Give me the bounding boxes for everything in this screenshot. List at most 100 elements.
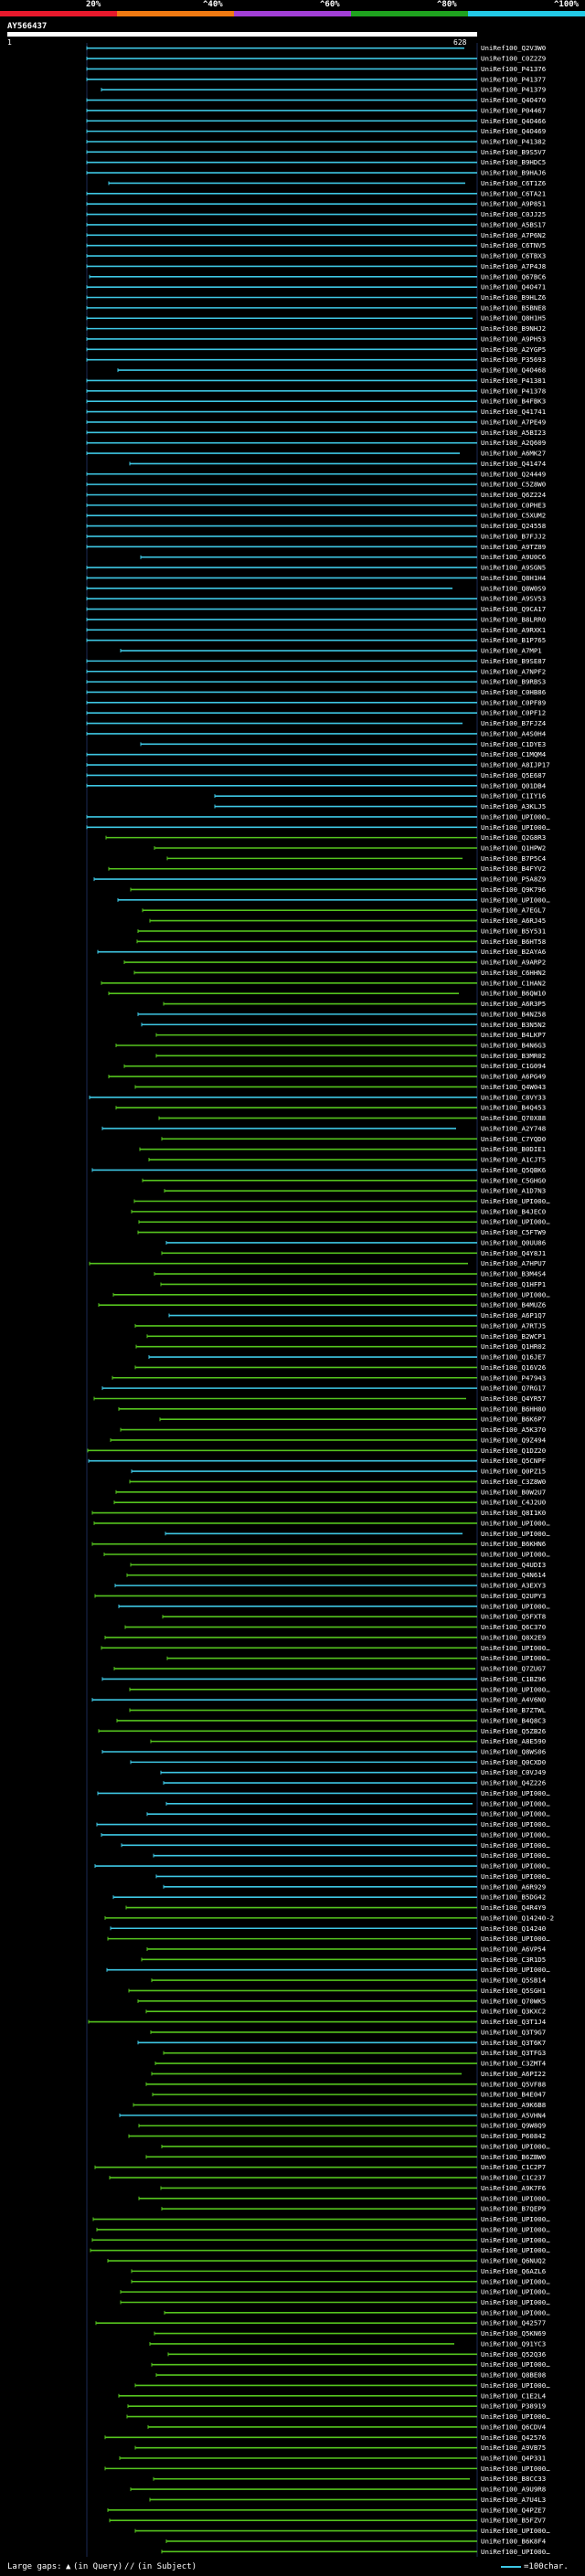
hit-label[interactable]: UniRef100_Q14240 xyxy=(481,1924,546,1933)
hit-label[interactable]: UniRef100_A6PI22 xyxy=(481,2070,546,2078)
hit-label[interactable]: UniRef100_Q8W0S9 xyxy=(481,584,546,592)
hit-label[interactable]: UniRef100_Q67BC6 xyxy=(481,272,546,281)
hit-label[interactable]: UniRef100_Q6CDV4 xyxy=(481,2422,547,2431)
hit-label[interactable]: UniRef100_A9SV53 xyxy=(481,595,546,603)
hit-label[interactable]: UniRef100_Q1HFP1 xyxy=(481,1280,546,1288)
hit-label[interactable]: UniRef100_P35693 xyxy=(481,355,546,364)
hit-label[interactable]: UniRef100_C0PF12 xyxy=(481,709,546,717)
hit-label[interactable]: UniRef100_A9U9R8 xyxy=(481,2486,546,2494)
hit-label[interactable]: UniRef100_A7HPU7 xyxy=(481,1259,546,1267)
hit-label[interactable]: UniRef100_A9U0C6 xyxy=(481,553,546,561)
hit-label[interactable]: UniRef100_A5K370 xyxy=(481,1426,546,1434)
hit-label[interactable]: UniRef100_A6P1Q7 xyxy=(481,1311,546,1320)
hit-label[interactable]: UniRef100_UPI000… xyxy=(481,2215,550,2223)
hit-label[interactable]: UniRef100_Q6C370 xyxy=(481,1623,546,1631)
hit-label[interactable]: UniRef100_B7QEP9 xyxy=(481,2205,546,2213)
hit-label[interactable]: UniRef100_B4N6G3 xyxy=(481,1041,546,1049)
hit-label[interactable]: UniRef100_UPI000… xyxy=(481,1862,550,1871)
hit-label[interactable]: UniRef100_Q2UPY3 xyxy=(481,1592,546,1600)
hit-label[interactable]: UniRef100_Q5KN69 xyxy=(481,2329,546,2337)
hit-label[interactable]: UniRef100_Q8H1H5 xyxy=(481,314,546,323)
hit-label[interactable]: UniRef100_Q4W043 xyxy=(481,1083,546,1091)
hit-label[interactable]: UniRef100_C1C2P7 xyxy=(481,2163,546,2171)
hit-label[interactable]: UniRef100_UPI000… xyxy=(481,1551,550,1559)
hit-label[interactable]: UniRef100_C6TNV5 xyxy=(481,241,546,249)
hit-label[interactable]: UniRef100_B8CC33 xyxy=(481,2475,546,2483)
hit-label[interactable]: UniRef100_C3R1D5 xyxy=(481,1956,546,1964)
hit-label[interactable]: UniRef100_UPI000… xyxy=(481,2308,550,2316)
hit-label[interactable]: UniRef100_C0PHE3 xyxy=(481,501,546,509)
hit-label[interactable]: UniRef100_B3M4S4 xyxy=(481,1270,547,1278)
hit-label[interactable]: UniRef100_UPI000… xyxy=(481,1519,550,1527)
hit-label[interactable]: UniRef100_Q5CNPF xyxy=(481,1457,547,1465)
hit-label[interactable]: UniRef100_Q8WS06 xyxy=(481,1747,546,1755)
hit-label[interactable]: UniRef100_Q3T1J4 xyxy=(481,2018,547,2026)
hit-label[interactable]: UniRef100_B7FJZ4 xyxy=(481,719,547,727)
hit-label[interactable]: UniRef100_UPI000… xyxy=(481,823,550,832)
hit-label[interactable]: UniRef100_C1E2L4 xyxy=(481,2391,547,2400)
hit-label[interactable]: UniRef100_A6R3P5 xyxy=(481,1000,546,1008)
hit-label[interactable]: UniRef100_Q5SB14 xyxy=(481,1977,547,1985)
hit-label[interactable]: UniRef100_B4FYV2 xyxy=(481,864,546,873)
hit-label[interactable]: UniRef100_C8VY33 xyxy=(481,1093,546,1101)
hit-label[interactable]: UniRef100_B1P765 xyxy=(481,636,546,644)
hit-label[interactable]: UniRef100_UPI000… xyxy=(481,1789,550,1797)
hit-label[interactable]: UniRef100_A1CJT5 xyxy=(481,1156,546,1164)
hit-label[interactable]: UniRef100_B6KHN6 xyxy=(481,1540,546,1548)
hit-label[interactable]: UniRef100_A9ARP2 xyxy=(481,959,546,967)
hit-label[interactable]: UniRef100_B4FBK3 xyxy=(481,398,546,406)
hit-label[interactable]: UniRef100_A9VB75 xyxy=(481,2443,546,2452)
hit-label[interactable]: UniRef100_UPI000… xyxy=(481,1602,550,1610)
hit-label[interactable]: UniRef100_B9HLZ6 xyxy=(481,293,546,302)
hit-label[interactable]: UniRef100_Q4O469 xyxy=(481,127,546,135)
hit-label[interactable]: UniRef100_Q24449 xyxy=(481,470,546,478)
hit-label[interactable]: UniRef100_C5GHG0 xyxy=(481,1176,546,1184)
hit-label[interactable]: UniRef100_Q7ZUG7 xyxy=(481,1665,546,1673)
hit-label[interactable]: UniRef100_C0Z2Z9 xyxy=(481,55,546,63)
hit-label[interactable]: UniRef100_A2Q609 xyxy=(481,439,546,447)
hit-label[interactable]: UniRef100_Q3T9G7 xyxy=(481,2028,546,2036)
hit-label[interactable]: UniRef100_C5FTW9 xyxy=(481,1228,546,1236)
hit-label[interactable]: UniRef100_A8E590 xyxy=(481,1737,546,1745)
hit-label[interactable]: UniRef100_A6MK27 xyxy=(481,450,546,458)
hit-label[interactable]: UniRef100_Q4N614 xyxy=(481,1571,547,1579)
hit-label[interactable]: UniRef100_Q52Q36 xyxy=(481,2350,546,2359)
hit-label[interactable]: UniRef100_Q9W8Q9 xyxy=(481,2122,546,2130)
hit-label[interactable]: UniRef100_A1D7N3 xyxy=(481,1187,546,1195)
hit-label[interactable]: UniRef100_A9SGN5 xyxy=(481,564,546,572)
hit-label[interactable]: UniRef100_UPI000… xyxy=(481,1197,550,1205)
hit-label[interactable]: UniRef100_B8LRR0 xyxy=(481,615,546,623)
hit-label[interactable]: UniRef100_Q5ZB26 xyxy=(481,1727,546,1735)
hit-label[interactable]: UniRef100_A5VHN4 xyxy=(481,2111,547,2119)
hit-label[interactable]: UniRef100_P41382 xyxy=(481,137,546,145)
hit-label[interactable]: UniRef100_A9PH53 xyxy=(481,334,546,343)
hit-label[interactable]: UniRef100_B4MUZ6 xyxy=(481,1301,546,1309)
hit-label[interactable]: UniRef100_Q8H1H4 xyxy=(481,574,547,582)
hit-label[interactable]: UniRef100_Q70WK5 xyxy=(481,1997,546,2005)
hit-label[interactable]: UniRef100_A7MP1 xyxy=(481,647,542,655)
hit-label[interactable]: UniRef100_Q3T6K7 xyxy=(481,2039,546,2047)
hit-label[interactable]: UniRef100_B4Q453 xyxy=(481,1104,546,1112)
hit-label[interactable]: UniRef100_B6ZBW0 xyxy=(481,2153,546,2161)
hit-label[interactable]: UniRef100_UPI000… xyxy=(481,1290,550,1299)
hit-label[interactable]: UniRef100_C4J2U0 xyxy=(481,1499,546,1507)
hit-label[interactable]: UniRef100_A9RXK1 xyxy=(481,626,546,634)
hit-label[interactable]: UniRef100_Q8BE08 xyxy=(481,2371,546,2380)
hit-label[interactable]: UniRef100_Q4UDI3 xyxy=(481,1561,546,1569)
hit-label[interactable]: UniRef100_P04467 xyxy=(481,106,546,114)
hit-label[interactable]: UniRef100_Q2G8R3 xyxy=(481,833,546,842)
hit-label[interactable]: UniRef100_Q16V26 xyxy=(481,1363,546,1372)
hit-label[interactable]: UniRef100_C0JJ25 xyxy=(481,210,546,218)
hit-label[interactable]: UniRef100_Q8X2E9 xyxy=(481,1633,546,1641)
hit-label[interactable]: UniRef100_B2WCP1 xyxy=(481,1332,546,1341)
hit-label[interactable]: UniRef100_C0VJ49 xyxy=(481,1768,546,1776)
hit-label[interactable]: UniRef100_B9HAJ6 xyxy=(481,169,546,177)
hit-label[interactable]: UniRef100_C1HAN2 xyxy=(481,979,546,987)
hit-label[interactable]: UniRef100_C3ZMT4 xyxy=(481,2060,547,2068)
hit-label[interactable]: UniRef100_Q70X88 xyxy=(481,1114,546,1122)
hit-label[interactable]: UniRef100_Q3KXC2 xyxy=(481,2008,546,2016)
hit-label[interactable]: UniRef100_Q6Z224 xyxy=(481,491,547,499)
hit-label[interactable]: UniRef100_Q91YC3 xyxy=(481,2339,546,2348)
hit-label[interactable]: UniRef100_C6T1Z6 xyxy=(481,179,546,187)
hit-label[interactable]: UniRef100_Q1HPW2 xyxy=(481,844,546,853)
